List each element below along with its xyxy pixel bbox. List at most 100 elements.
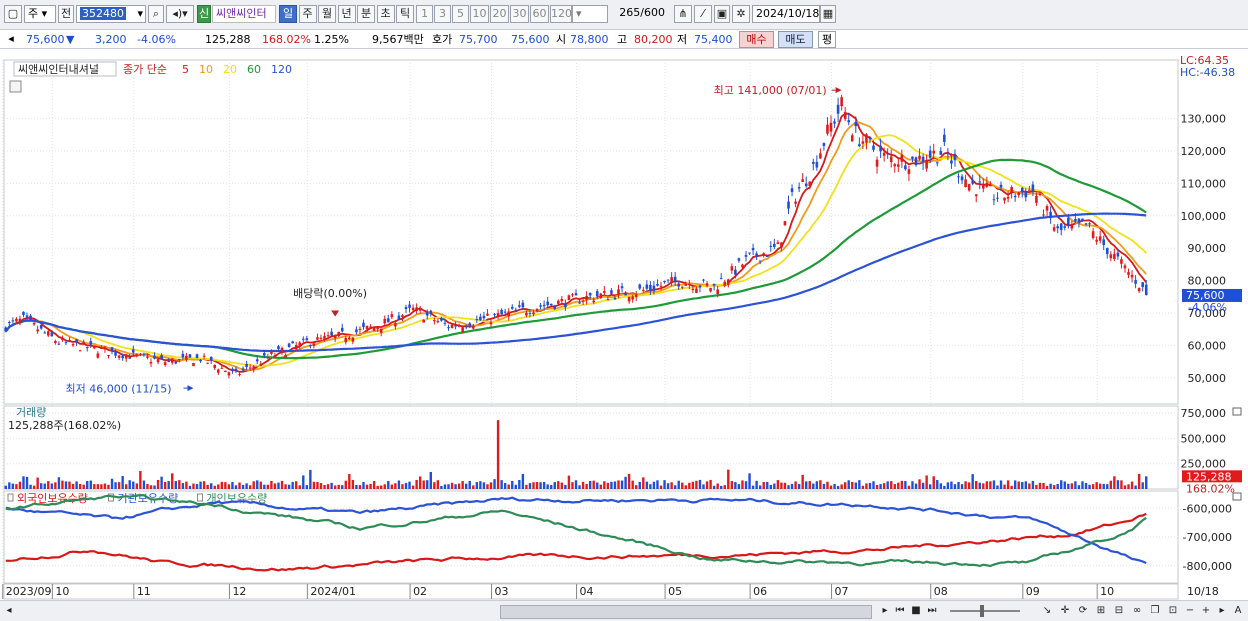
font-size-icon[interactable]: A <box>1234 605 1242 616</box>
candle-body <box>475 318 479 320</box>
scroll-left-icon[interactable]: ◂ <box>6 605 12 616</box>
interval-button-20[interactable]: 20 <box>490 5 509 23</box>
volume-bar <box>1045 485 1049 489</box>
candle-body <box>32 322 36 325</box>
period-tab-4[interactable]: 분 <box>357 5 375 23</box>
period-tab-0[interactable]: 일 <box>279 5 297 23</box>
code-input[interactable]: 352480 ▾ <box>76 5 146 23</box>
interval-button-10[interactable]: 10 <box>470 5 489 23</box>
interval-button-3[interactable]: 3 <box>434 5 451 23</box>
volume-bar <box>220 481 224 489</box>
volume-bar <box>128 480 131 489</box>
volume-bar <box>50 483 54 489</box>
interval-button-1[interactable]: 1 <box>416 5 433 23</box>
evaluate-button[interactable]: 평 <box>818 31 836 48</box>
prev-button[interactable]: 전 <box>58 5 74 23</box>
period-tab-6[interactable]: 틱 <box>396 5 414 23</box>
scroll-right-icon[interactable]: ▸ <box>882 605 888 616</box>
zoom-area-icon[interactable]: ⊡ <box>1168 605 1178 616</box>
split-icon[interactable]: ⊟ <box>1114 605 1124 616</box>
period-tab-5[interactable]: 초 <box>376 5 395 23</box>
count-display[interactable]: 265/600 <box>619 6 665 19</box>
volume-bar <box>684 485 687 489</box>
stop-icon[interactable]: ■ <box>911 605 921 616</box>
candle-body <box>755 253 758 257</box>
window-icon[interactable]: ▢ <box>4 5 22 23</box>
zoom-out-icon[interactable]: − <box>1185 605 1195 616</box>
high-arrow-icon <box>835 87 842 94</box>
zoom-slider[interactable] <box>950 610 1020 612</box>
candle-body <box>238 374 241 376</box>
grid-icon[interactable]: ⊞ <box>1096 605 1106 616</box>
cursor-icon[interactable]: ↘ <box>1042 605 1052 616</box>
period-tab-1[interactable]: 주 <box>298 5 317 23</box>
copy-icon[interactable]: ❐ <box>1150 605 1160 616</box>
candle-body <box>808 181 812 187</box>
volume-bar <box>383 484 386 489</box>
scroll-end-icon[interactable]: ▸ <box>1219 605 1225 616</box>
date-input[interactable]: 2024/10/18 <box>752 5 820 23</box>
volume-bar <box>525 484 528 489</box>
chart-type-icon[interactable]: ⋔ <box>674 5 692 23</box>
stock-chart[interactable]: 130,000 120,000 110,000 100,000 90,000 80,000… <box>0 50 1248 600</box>
candle-body <box>1031 184 1035 191</box>
candle-body <box>1013 195 1017 198</box>
last-page-icon[interactable]: ⏭ <box>927 605 937 616</box>
candle-body <box>195 354 199 358</box>
candle-body <box>790 188 794 192</box>
candle-body <box>822 143 826 146</box>
volume-bar <box>411 485 415 489</box>
candle-body <box>461 327 464 332</box>
scroll-thumb[interactable] <box>500 605 872 619</box>
period-select[interactable]: 주 ▾ <box>24 5 56 23</box>
crosshair-icon[interactable]: ✛ <box>1060 605 1070 616</box>
speaker-icon[interactable]: ◂)▾ <box>166 5 194 23</box>
interval-button-5[interactable]: 5 <box>452 5 469 23</box>
volume-bar <box>440 485 443 489</box>
gear-icon[interactable]: ✲ <box>732 5 750 23</box>
zoom-in-icon[interactable]: + <box>1201 605 1211 616</box>
candle-body <box>273 354 277 358</box>
candle-body <box>135 354 139 356</box>
interval-dropdown[interactable]: ▾ <box>572 5 608 23</box>
expand-icon[interactable]: ◂ <box>8 32 14 45</box>
candle-body <box>1056 226 1059 229</box>
save-icon[interactable]: ▣ <box>714 5 730 23</box>
candle-body <box>518 305 521 307</box>
link-icon[interactable]: ∞ <box>1132 605 1142 616</box>
chart-scrollbar[interactable]: ◂ ▸ ⏮ ■ ⏭ ↘ ✛ ⟳ ⊞ ⊟ ∞ ❐ ⊡ − + ▸ A <box>0 600 1248 621</box>
candle-body <box>139 353 142 355</box>
candle-body <box>1052 227 1056 231</box>
buy-button[interactable]: 매수 <box>739 31 774 48</box>
period-tab-2[interactable]: 월 <box>318 5 336 23</box>
candle-body <box>592 300 596 303</box>
volume-bar <box>380 485 383 489</box>
volume-bar <box>468 480 471 489</box>
candle-body <box>85 347 89 349</box>
sell-button[interactable]: 매도 <box>778 31 813 48</box>
interval-button-30[interactable]: 30 <box>510 5 529 23</box>
first-page-icon[interactable]: ⏮ <box>895 605 905 616</box>
search-icon[interactable]: ⌕ <box>148 5 164 23</box>
volume-bar <box>309 469 312 489</box>
chart-title: 씨앤씨인터내셔널 <box>18 63 99 76</box>
candle-body <box>780 242 783 248</box>
refresh-icon[interactable]: ⟳ <box>1078 605 1088 616</box>
interval-button-120[interactable]: 120 <box>550 5 572 23</box>
candle-body <box>486 313 489 316</box>
volume-bar <box>805 481 808 489</box>
draw-line-icon[interactable]: ⁄ <box>694 5 712 23</box>
interval-button-60[interactable]: 60 <box>530 5 549 23</box>
candle-body <box>369 326 372 328</box>
candle-body <box>560 298 564 302</box>
volume-bar <box>1028 483 1031 489</box>
calendar-icon[interactable]: ▦ <box>820 5 836 23</box>
zoom-handle[interactable] <box>980 605 984 617</box>
candle-body <box>340 327 344 332</box>
candle-body <box>206 362 209 364</box>
candle-body <box>18 318 22 324</box>
period-tab-3[interactable]: 년 <box>337 5 356 23</box>
volume-bar <box>1010 485 1013 489</box>
volume-bar <box>787 485 790 489</box>
volume-bar <box>54 482 57 489</box>
